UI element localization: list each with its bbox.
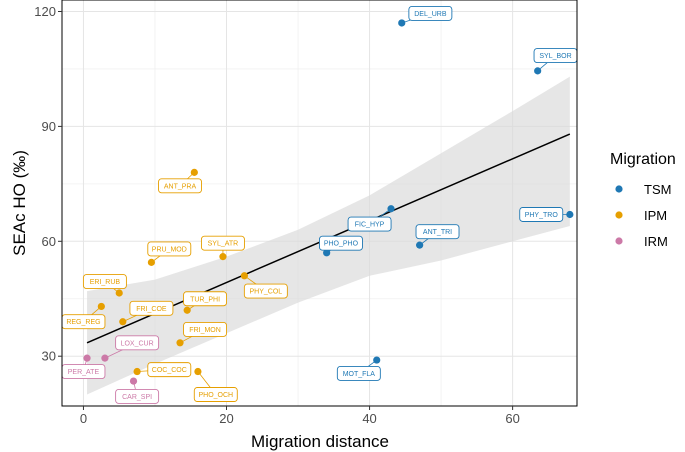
legend-entries: TSM IPM IRM: [615, 182, 671, 249]
label-syl-bor: SYL_BOR: [539, 53, 571, 60]
label-tur-phi: TUR_PHI: [190, 296, 220, 303]
axis-ticks: 0 20 40 60 30 60 90 120: [34, 4, 520, 426]
point-ant-pra: [190, 168, 198, 176]
point-tur-phi: [183, 306, 191, 314]
label-box-fic-hyp: [347, 216, 392, 232]
point-reg-reg: [97, 302, 105, 311]
point-phy-tro: [566, 210, 574, 219]
point-phy-col: [240, 272, 248, 280]
y-axis-title: SEAc HO (‰): [10, 150, 29, 256]
label-reg-reg: REG_REG: [66, 319, 100, 326]
label-eri-rub: ERI_RUB: [90, 279, 121, 286]
label-box-del-urb: [408, 5, 453, 21]
legend-label-tsm: TSM: [644, 182, 671, 197]
label-box-fri-mon: [183, 321, 228, 337]
point-fic-hyp: [387, 205, 395, 213]
point-per-ate: [83, 354, 91, 362]
point-pru-mod: [147, 258, 156, 266]
label-pru-mod: PRU_MOD: [152, 246, 187, 253]
label-car-spi: CAR_SPI: [122, 394, 152, 401]
label-box-fri-coe: [129, 300, 174, 316]
label-ant-tri: ANT_TRI: [423, 229, 452, 236]
label-box-tur-phi: [183, 291, 228, 307]
point-mot-fla: [373, 356, 381, 364]
x-tick-label: 20: [219, 411, 233, 426]
y-tick-label: 120: [34, 4, 56, 19]
label-box-pho-och: [193, 387, 238, 402]
plot-border: [61, 0, 578, 407]
point-labels: DEL_URB SYL_BOR PHY_TRO FIC_HYP ANT_TRI PHO_P…: [61, 5, 578, 404]
label-del-urb: DEL_URB: [414, 11, 447, 18]
legend: Migration TSM IPM IRM: [610, 151, 676, 249]
point-fri-coe: [119, 318, 127, 326]
label-syl-atr: SYL_ATR: [208, 241, 239, 248]
legend-label-irm: IRM: [644, 234, 668, 249]
x-axis-title: Migration distance: [251, 432, 389, 451]
label-fri-coe: FRI_COE: [136, 306, 167, 313]
legend-key-tsm: [615, 185, 623, 193]
label-pho-och: PHO_OCH: [198, 392, 233, 399]
point-syl-atr: [219, 253, 227, 261]
point-coc-coc: [133, 367, 141, 376]
label-box-ant-pra: [158, 178, 202, 194]
label-box-car-spi: [115, 388, 160, 404]
point-pho-pho: [323, 249, 331, 257]
label-box-coc-coc: [147, 362, 192, 378]
label-coc-coc: COC_COC: [152, 367, 187, 374]
label-lox-cur: LOX_CUR: [121, 340, 154, 347]
data-points: [83, 19, 574, 385]
point-fri-mon: [176, 339, 184, 347]
label-box-mot-fla: [336, 365, 381, 381]
point-ant-tri: [416, 241, 424, 249]
label-ant-pra: ANT_PRA: [164, 183, 197, 190]
x-tick-label: 60: [505, 411, 519, 426]
label-phy-tro: PHY_TRO: [525, 212, 559, 219]
y-tick-label: 90: [42, 119, 56, 134]
label-phy-col: PHY_COL: [250, 289, 283, 296]
label-box-eri-rub: [82, 274, 127, 289]
label-fri-mon: FRI_MON: [189, 327, 221, 334]
label-fic-hyp: FIC_HYP: [355, 222, 385, 229]
label-box-phy-tro: [519, 207, 564, 222]
confidence-band: [87, 76, 570, 395]
label-mot-fla: MOT_FLA: [343, 371, 376, 378]
y-tick-label: 60: [42, 234, 56, 249]
label-box-ant-tri: [415, 224, 460, 240]
label-box-pru-mod: [147, 241, 192, 257]
label-box-pho-pho: [319, 235, 363, 251]
legend-key-irm: [615, 237, 623, 245]
x-tick-label: 40: [362, 411, 376, 426]
point-del-urb: [398, 19, 406, 27]
y-tick-label: 30: [42, 349, 56, 364]
x-tick-label: 0: [80, 411, 87, 426]
point-eri-rub: [115, 289, 123, 297]
point-syl-bor: [534, 67, 542, 75]
legend-title: Migration: [610, 151, 676, 168]
legend-label-ipm: IPM: [644, 208, 667, 223]
label-box-lox-cur: [115, 335, 160, 351]
label-pho-pho: PHO_PHO: [324, 241, 359, 248]
point-lox-cur: [101, 354, 109, 362]
label-box-phy-col: [243, 283, 288, 299]
label-per-ate: PER_ATE: [68, 369, 100, 376]
legend-key-ipm: [615, 211, 623, 219]
point-car-spi: [129, 377, 138, 385]
label-box-syl-atr: [200, 235, 245, 251]
point-pho-och: [194, 367, 202, 376]
